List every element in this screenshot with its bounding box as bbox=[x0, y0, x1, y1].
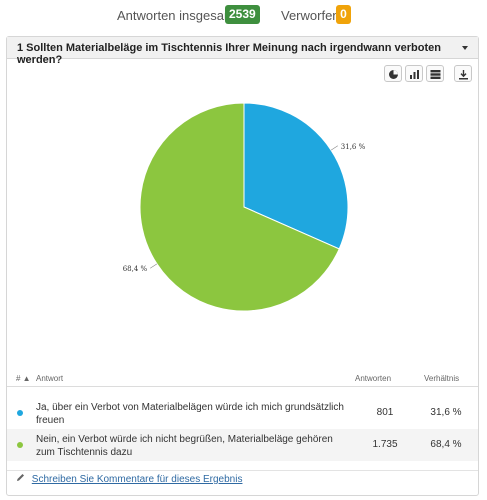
comment-link-text[interactable]: Schreiben Sie Kommentare für dieses Erge… bbox=[31, 474, 243, 485]
pencil-icon bbox=[17, 474, 24, 481]
table-row: Ja, über ein Verbot von Materialbelägen … bbox=[7, 397, 478, 429]
table-header: # ▲ Antwort Antworten Verhältnis bbox=[7, 369, 478, 387]
total-responses-label: Antworten insgesamt bbox=[117, 8, 239, 23]
legend-dot bbox=[17, 410, 23, 416]
table-icon[interactable] bbox=[426, 65, 444, 82]
pie-slice-no bbox=[139, 102, 340, 312]
answer-text: Ja, über ein Verbot von Materialbelägen … bbox=[36, 402, 344, 426]
footer-divider bbox=[7, 470, 478, 471]
table-row: Nein, ein Verbot würde ich nicht begrüße… bbox=[7, 429, 478, 461]
question-header[interactable]: 1 Sollten Materialbeläge im Tischtennis … bbox=[7, 37, 478, 66]
pie-label-leader bbox=[330, 145, 338, 151]
comment-link[interactable]: Schreiben Sie Kommentare für dieses Erge… bbox=[16, 473, 242, 485]
total-responses-badge: 2539 bbox=[225, 5, 260, 24]
download-icon[interactable] bbox=[454, 65, 472, 82]
question-title: 1 Sollten Materialbeläge im Tischtennis … bbox=[17, 42, 441, 66]
answer-ratio: 68,4 % bbox=[430, 439, 462, 450]
answer-ratio: 31,6 % bbox=[430, 407, 462, 418]
pie-label-leader bbox=[150, 263, 158, 269]
legend-dot bbox=[17, 442, 23, 448]
bar-chart-icon[interactable] bbox=[405, 65, 423, 82]
col-header-number[interactable]: # ▲ bbox=[16, 374, 31, 383]
question-card: 1 Sollten Materialbeläge im Tischtennis … bbox=[6, 36, 479, 496]
summary-bar: Antworten insgesamt 2539 Verworfen 0 bbox=[0, 0, 487, 30]
answer-count: 1.735 bbox=[372, 439, 398, 450]
pie-label-no: 68,4 % bbox=[123, 265, 148, 273]
rejected-badge: 0 bbox=[336, 5, 351, 24]
pie-slice-yes bbox=[243, 102, 349, 250]
answer-count: 801 bbox=[376, 407, 394, 418]
pie-chart: 31,6 % 68,4 % bbox=[123, 102, 366, 312]
pie-chart-icon[interactable] bbox=[384, 65, 402, 82]
col-header-ratio[interactable]: Verhältnis bbox=[424, 374, 460, 383]
col-header-answer[interactable]: Antwort bbox=[36, 374, 64, 383]
chevron-down-icon[interactable] bbox=[462, 46, 468, 50]
answer-text: Nein, ein Verbot würde ich nicht begrüße… bbox=[36, 434, 333, 458]
pie-label-yes: 31,6 % bbox=[341, 143, 366, 151]
col-header-count[interactable]: Antworten bbox=[355, 374, 392, 383]
rejected-label: Verworfen bbox=[281, 8, 340, 23]
results-table: # ▲ Antwort Antworten Verhältnis Ja, übe… bbox=[7, 369, 478, 461]
